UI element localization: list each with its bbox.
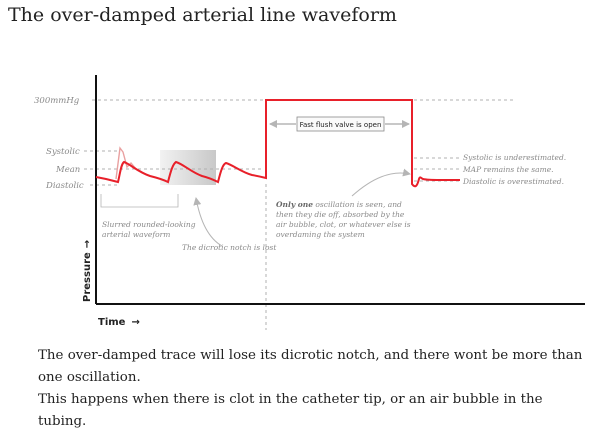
arterial-waveform-diagram: 300mmHg Systolic Mean Diastolic Pressure… [34,75,585,330]
y-axis-label: Pressure→ [82,240,93,302]
oscillation-callout-line [351,168,411,197]
page-title: The over-damped arterial line waveform [8,4,397,26]
oscillation-label-line3: air bubble, clot, or whatever else is [276,220,411,229]
caption: The over-damped trace will lose its dicr… [38,345,588,433]
label-300mmhg: 300mmHg [34,96,80,106]
x-axis-label: Time → [98,317,140,328]
svg-text:Pressure→: Pressure→ [82,240,93,302]
oscillation-label-line1: Only one oscillation is seen, and [276,200,402,209]
notch-callout-line [193,197,223,247]
overdamped-trace [95,99,460,188]
map-effect-label: MAP remains the same. [462,165,554,174]
notch-lost-label: The dicrotic notch is lost [182,243,277,252]
oscillation-label-line2: then they die off, absorbed by the [276,210,405,219]
label-mean: Mean [55,165,80,175]
flush-label-box [296,116,385,132]
oscillation-label-line4: overdaming the system [276,230,365,239]
slurred-label-line1: Slurred rounded-looking [102,220,196,229]
flush-label: Fast flush valve is open [300,121,382,129]
systolic-effect-label: Systolic is underestimated. [463,153,566,162]
slurred-label-line2: arterial waveform [102,230,170,239]
caption-line2: This happens when there is clot in the c… [38,392,543,429]
label-systolic: Systolic [46,147,80,157]
caption-line1: The over-damped trace will lose its dicr… [38,348,583,385]
diastolic-effect-label: Diastolic is overestimated. [462,177,564,186]
slurred-bracket [100,194,179,208]
label-diastolic: Diastolic [45,181,84,191]
